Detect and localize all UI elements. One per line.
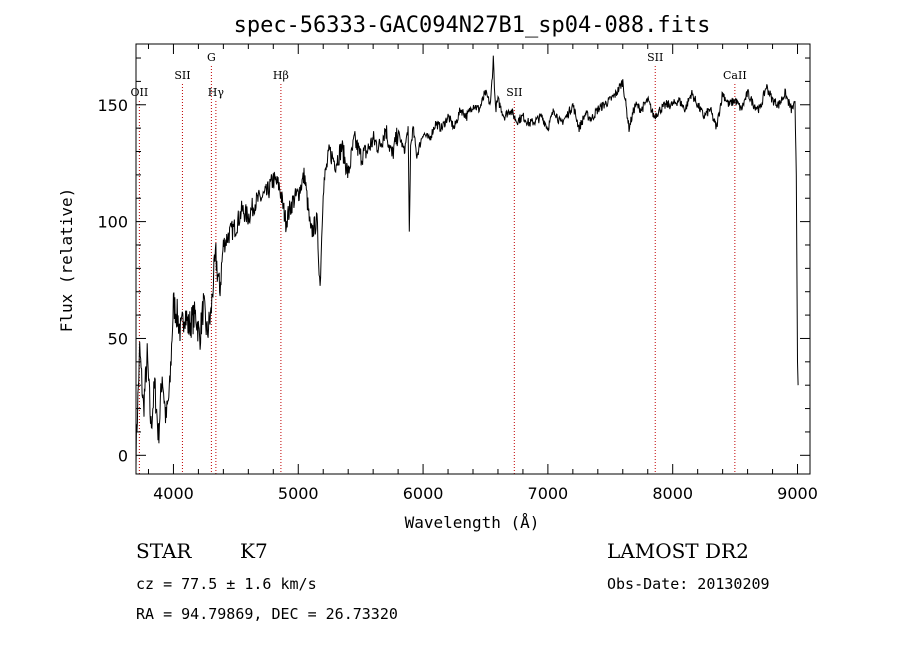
y-axis-label: Flux (relative) [57,188,76,333]
spectrum-series [135,55,799,468]
spectral-line-label: OII [131,86,149,99]
object-class: STAR [136,539,192,563]
x-tick-label: 7000 [528,484,569,503]
spectral-lines: OII SII Hγ G Hβ SII SII CaII [131,51,747,474]
spectral-line-label: G [207,51,216,64]
spectrum-line [135,55,799,468]
spectral-line-label: Hβ [273,69,289,82]
spectral-line-label: SII [174,69,190,82]
y-tick-label: 0 [118,446,128,465]
axis-ticks: 4000 5000 6000 7000 8000 9000 0 50 100 150 [97,44,818,503]
x-axis-label: Wavelength (Å) [405,513,540,532]
survey-name: LAMOST DR2 [607,539,749,563]
spectral-line-label: CaII [723,69,747,82]
y-tick-label: 100 [97,213,128,232]
chart-title: spec-56333-GAC094N27B1_sp04-088.fits [234,13,711,38]
ra-dec: RA = 94.79869, DEC = 26.73320 [136,605,398,623]
x-tick-label: 5000 [278,484,319,503]
spectral-line-label: Hγ [208,86,225,99]
object-subclass: K7 [240,539,268,563]
spectral-line-label: SII [506,86,522,99]
x-tick-label: 9000 [777,484,818,503]
y-tick-label: 150 [97,96,128,115]
redshift-cz: cz = 77.5 ± 1.6 km/s [136,575,317,593]
spectral-line-label: SII [647,51,663,64]
x-tick-label: 4000 [153,484,194,503]
y-tick-label: 50 [108,329,128,348]
x-tick-label: 6000 [403,484,444,503]
x-tick-label: 8000 [652,484,693,503]
obs-date: Obs-Date: 20130209 [607,575,770,593]
